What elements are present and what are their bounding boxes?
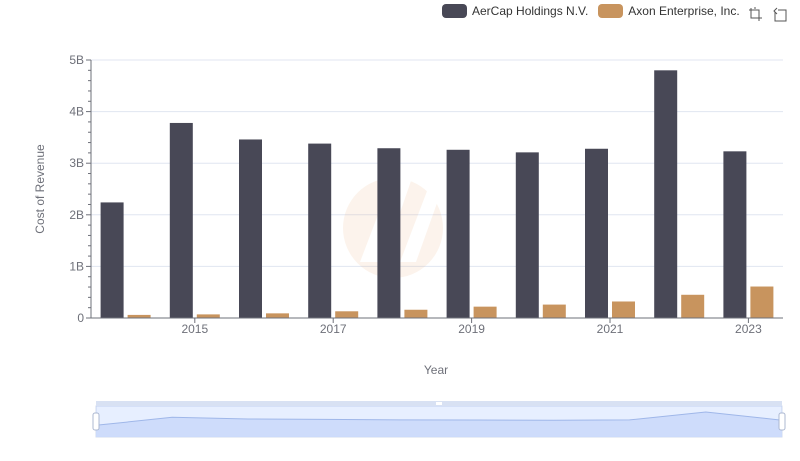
- y-axis: 0 1B 2B 3B 4B 5B: [69, 53, 92, 325]
- zoom-icon[interactable]: [747, 6, 763, 22]
- bar-aercap-2023[interactable]: [723, 151, 747, 318]
- y-tick-label: 4B: [69, 105, 84, 119]
- legend-swatch-axon: [598, 4, 624, 18]
- bar-axon-2020[interactable]: [542, 304, 566, 318]
- bar-axon-2018[interactable]: [404, 309, 428, 318]
- bar-axon-2022[interactable]: [681, 294, 705, 318]
- y-tick-label: 1B: [69, 259, 84, 273]
- bar-axon-2017[interactable]: [335, 311, 359, 318]
- zoom-handle-left[interactable]: [92, 412, 100, 431]
- x-tick-label: 2017: [320, 322, 347, 336]
- bar-axon-2023[interactable]: [750, 286, 774, 318]
- bar-axon-2019[interactable]: [473, 306, 497, 318]
- zoom-handle-right[interactable]: [778, 412, 786, 431]
- y-axis-title: Cost of Revenue: [33, 144, 47, 234]
- bar-aercap-2022[interactable]: [654, 70, 678, 318]
- zoom-area: [96, 412, 782, 437]
- zoom-grip-icon: [436, 402, 442, 405]
- bar-aercap-2015[interactable]: [169, 122, 193, 319]
- x-axis-title: Year: [424, 363, 448, 377]
- legend: AerCap Holdings N.V. Axon Enterprise, In…: [442, 4, 750, 18]
- data-zoom-slider[interactable]: [92, 401, 786, 438]
- x-tick-label: 2019: [458, 322, 485, 336]
- x-axis: 2015 2017 2019 2021 2023: [91, 317, 783, 336]
- bar-aercap-2014[interactable]: [100, 202, 124, 318]
- bar-axon-2016[interactable]: [266, 313, 289, 318]
- bar-aercap-2018[interactable]: [377, 148, 401, 318]
- zoom-selection[interactable]: [96, 406, 782, 437]
- legend-label-aercap: AerCap Holdings N.V.: [472, 4, 589, 18]
- bar-axon-2014[interactable]: [127, 314, 151, 318]
- bar-aercap-2021[interactable]: [585, 148, 608, 318]
- y-tick-label: 5B: [69, 53, 84, 67]
- bar-aercap-2019[interactable]: [446, 149, 470, 318]
- restore-icon[interactable]: [771, 6, 787, 22]
- bar-axon-2021[interactable]: [612, 301, 635, 318]
- bar-aercap-2017[interactable]: [308, 143, 332, 318]
- zoom-line: [95, 411, 783, 426]
- bar-aercap-2016[interactable]: [239, 139, 262, 318]
- y-tick-label: 2B: [69, 208, 84, 222]
- x-tick-label: 2023: [735, 322, 762, 336]
- legend-label-axon: Axon Enterprise, Inc.: [628, 4, 740, 18]
- bar-axon-2015[interactable]: [196, 314, 220, 318]
- chart-toolbar: [747, 6, 795, 22]
- x-tick-label: 2015: [181, 322, 208, 336]
- y-tick-label: 3B: [69, 156, 84, 170]
- x-tick-label: 2021: [597, 322, 624, 336]
- legend-swatch-aercap: [442, 4, 467, 18]
- legend-item-axon[interactable]: Axon Enterprise, Inc.: [598, 4, 740, 18]
- bars: [100, 70, 774, 319]
- legend-item-aercap[interactable]: AerCap Holdings N.V.: [442, 4, 588, 18]
- y-tick-label: 0: [77, 311, 84, 325]
- bar-aercap-2020[interactable]: [515, 152, 539, 318]
